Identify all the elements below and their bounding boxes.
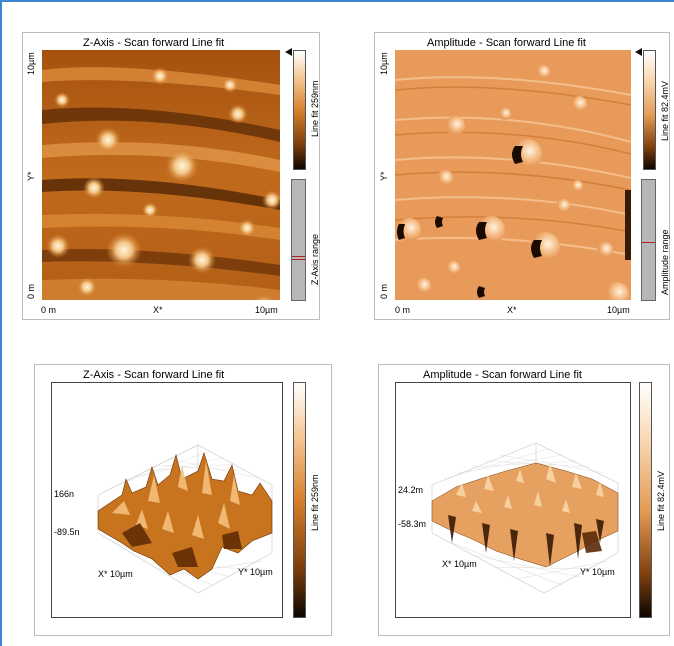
z-axis-3d-z-high: 166n bbox=[54, 489, 75, 499]
z-axis-color-scale bbox=[293, 50, 306, 170]
z-axis-height-map bbox=[42, 50, 280, 300]
z-axis-height-image[interactable] bbox=[42, 50, 280, 300]
amplitude-3d-z-high: 24.2m bbox=[398, 485, 424, 495]
window-left-border bbox=[0, 0, 2, 646]
amplitude-3d-y-label: Y* 10µm bbox=[580, 567, 615, 577]
amplitude-scale-pointer[interactable] bbox=[635, 48, 642, 56]
z-axis-3d-y-label: Y* 10µm bbox=[238, 567, 273, 577]
amplitude-3d-panel: Amplitude - Scan forward Line fit 24.2m bbox=[378, 364, 670, 636]
amplitude-3d-z-low: -58.3m bbox=[398, 519, 427, 529]
amplitude-scale-label: Line fit 82.4mV bbox=[660, 80, 670, 141]
amplitude-range-label: Amplitude range bbox=[660, 229, 670, 295]
z-axis-2d-x-start: 0 m bbox=[41, 305, 57, 315]
z-axis-2d-y-bottom: 0 m bbox=[26, 283, 36, 299]
amplitude-2d-panel: Amplitude - Scan forward Line fit bbox=[374, 32, 670, 320]
z-axis-3d-surface bbox=[97, 444, 273, 594]
z-axis-2d-y-top: 10µm bbox=[26, 52, 36, 75]
z-axis-3d-color-scale bbox=[293, 382, 306, 618]
amplitude-3d-x-label: X* 10µm bbox=[442, 559, 477, 569]
amplitude-3d-surface bbox=[431, 442, 619, 594]
amplitude-3d-scale-label: Line fit 82.4mV bbox=[656, 470, 666, 531]
z-axis-range-slider[interactable] bbox=[291, 179, 306, 301]
z-axis-scale-label: Line fit 259nm bbox=[310, 80, 320, 137]
amplitude-3d-title: Amplitude - Scan forward Line fit bbox=[423, 369, 582, 381]
amplitude-3d-view[interactable]: 24.2m -58.3m X* 10µm Y* 10µm bbox=[395, 382, 631, 618]
z-axis-range-label: Z-Axis range bbox=[310, 233, 320, 285]
z-axis-2d-title: Z-Axis - Scan forward Line fit bbox=[83, 37, 225, 49]
z-axis-2d-y-mid: Y* bbox=[26, 171, 36, 181]
amplitude-map bbox=[395, 50, 631, 300]
z-axis-3d-z-low: -89.5n bbox=[54, 527, 80, 537]
z-axis-2d-x-end: 10µm bbox=[255, 305, 278, 315]
amplitude-2d-x-mid: X* bbox=[507, 305, 517, 315]
amplitude-2d-y-bottom: 0 m bbox=[379, 283, 389, 299]
z-axis-2d-panel: Z-Axis - Scan forward Line fit bbox=[22, 32, 320, 320]
amplitude-2d-y-top: 10µm bbox=[379, 52, 389, 75]
amplitude-2d-y-mid: Y* bbox=[379, 171, 389, 181]
amplitude-3d-color-scale bbox=[639, 382, 652, 618]
amplitude-range-slider[interactable] bbox=[641, 179, 656, 301]
z-axis-3d-scale-label: Line fit 259nm bbox=[310, 474, 320, 531]
window-top-border bbox=[0, 0, 674, 2]
amplitude-2d-x-end: 10µm bbox=[607, 305, 630, 315]
amplitude-color-scale bbox=[643, 50, 656, 170]
amplitude-image[interactable] bbox=[395, 50, 631, 300]
z-axis-3d-title: Z-Axis - Scan forward Line fit bbox=[83, 369, 225, 381]
amplitude-2d-x-start: 0 m bbox=[395, 305, 411, 315]
z-axis-3d-view[interactable]: 166n -89.5n X* 10µm Y* 10µm bbox=[51, 382, 283, 618]
amplitude-2d-title: Amplitude - Scan forward Line fit bbox=[427, 37, 586, 49]
z-axis-3d-x-label: X* 10µm bbox=[98, 569, 133, 579]
z-axis-2d-x-mid: X* bbox=[153, 305, 163, 315]
z-axis-scale-pointer[interactable] bbox=[285, 48, 292, 56]
z-axis-3d-panel: Z-Axis - Scan forward Line fit 16 bbox=[34, 364, 332, 636]
